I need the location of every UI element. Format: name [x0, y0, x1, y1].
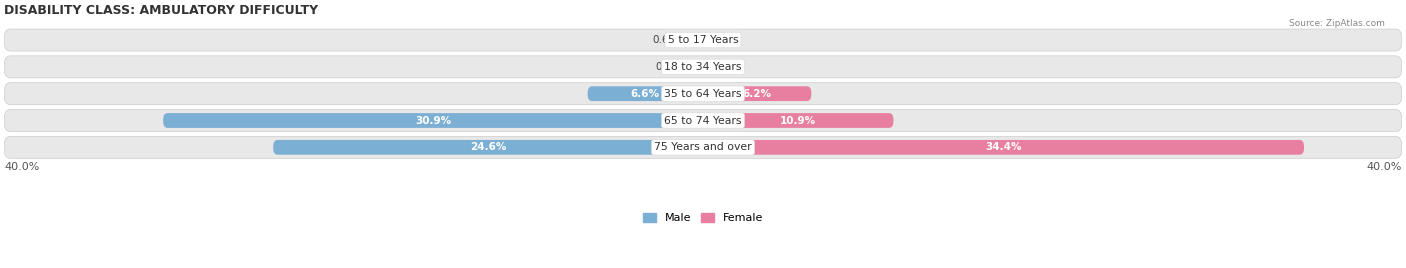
- Text: 65 to 74 Years: 65 to 74 Years: [664, 116, 742, 125]
- FancyBboxPatch shape: [703, 113, 893, 128]
- FancyBboxPatch shape: [588, 86, 703, 101]
- FancyBboxPatch shape: [696, 59, 703, 74]
- Text: 0.63%: 0.63%: [652, 35, 685, 45]
- Text: 40.0%: 40.0%: [1367, 162, 1402, 172]
- Text: DISABILITY CLASS: AMBULATORY DIFFICULTY: DISABILITY CLASS: AMBULATORY DIFFICULTY: [4, 4, 318, 17]
- Text: 5 to 17 Years: 5 to 17 Years: [668, 35, 738, 45]
- Legend: Male, Female: Male, Female: [638, 208, 768, 228]
- FancyBboxPatch shape: [163, 113, 703, 128]
- Text: 0.0%: 0.0%: [710, 62, 737, 72]
- Text: 0.0%: 0.0%: [710, 35, 737, 45]
- FancyBboxPatch shape: [4, 136, 1402, 158]
- Text: Source: ZipAtlas.com: Source: ZipAtlas.com: [1289, 19, 1385, 28]
- Text: 6.6%: 6.6%: [631, 89, 659, 99]
- FancyBboxPatch shape: [703, 140, 1303, 155]
- Text: 35 to 64 Years: 35 to 64 Years: [664, 89, 742, 99]
- Text: 18 to 34 Years: 18 to 34 Years: [664, 62, 742, 72]
- FancyBboxPatch shape: [4, 29, 1402, 51]
- Text: 34.4%: 34.4%: [986, 142, 1022, 152]
- FancyBboxPatch shape: [273, 140, 703, 155]
- FancyBboxPatch shape: [703, 86, 811, 101]
- Text: 75 Years and over: 75 Years and over: [654, 142, 752, 152]
- Text: 0.43%: 0.43%: [655, 62, 689, 72]
- Text: 6.2%: 6.2%: [742, 89, 772, 99]
- FancyBboxPatch shape: [4, 110, 1402, 132]
- Text: 24.6%: 24.6%: [470, 142, 506, 152]
- FancyBboxPatch shape: [4, 83, 1402, 105]
- FancyBboxPatch shape: [4, 56, 1402, 78]
- Text: 40.0%: 40.0%: [4, 162, 39, 172]
- Text: 30.9%: 30.9%: [415, 116, 451, 125]
- Text: 10.9%: 10.9%: [780, 116, 817, 125]
- FancyBboxPatch shape: [692, 33, 703, 47]
